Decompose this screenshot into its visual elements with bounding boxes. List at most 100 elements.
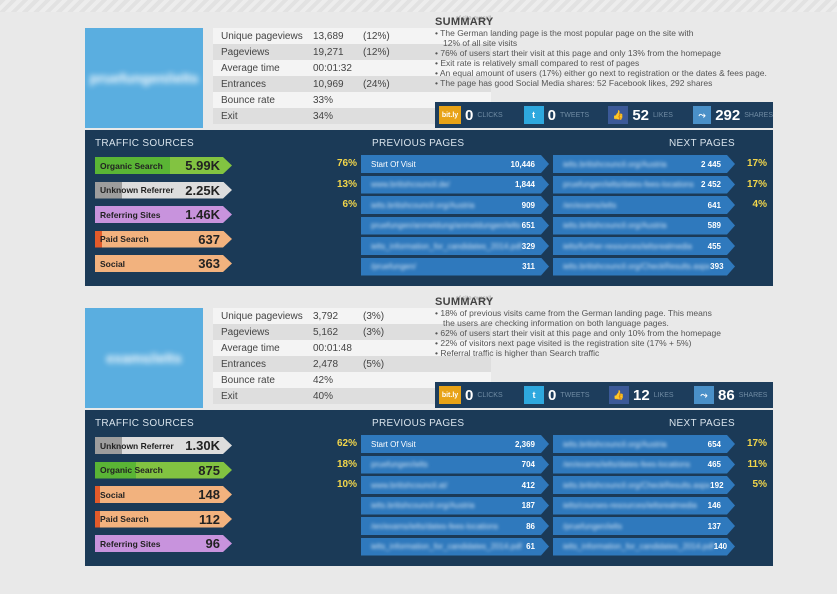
next-page-bar[interactable]: /en/exams/ielts 641 (553, 196, 735, 214)
previous-page-percent: 18% (336, 458, 357, 470)
previous-page-count: 909 (521, 200, 535, 210)
next-page-bar[interactable]: pruefungen/ielts/dates-fees-locations 2 4… (553, 175, 735, 194)
traffic-source-item[interactable]: Paid Search 637 (95, 230, 232, 248)
traffic-source-fill (95, 157, 171, 174)
next-page-bar[interactable]: /en/exams/ielts/dates-fees-locations 465 (553, 455, 735, 474)
social-stat[interactable]: 👍 12 LIKES (609, 386, 688, 404)
previous-page-bar[interactable]: pruefungen/anmeldung/anmeldungen/ielts 65… (361, 216, 549, 235)
stat-value: 5,162 (313, 326, 339, 338)
summary-line: • Exit rate is relatively small compared… (435, 58, 640, 68)
traffic-source-item[interactable]: Social 148 (95, 486, 232, 503)
previous-page-count: 704 (521, 460, 535, 469)
social-stat[interactable]: ⤳ 86 SHARES (694, 386, 773, 404)
next-page-url: pruefungen/ielts/dates-fees-locations (563, 180, 694, 189)
previous-page-bar[interactable]: www.britishcouncil.at/412 (361, 476, 549, 494)
traffic-source-label: Referring Sites (100, 538, 161, 549)
bitly-icon: bit.ly (439, 386, 461, 404)
next-page-bar[interactable]: ielts.britishcouncil.org/CheckResults.as… (553, 476, 735, 494)
social-count: 86 (718, 386, 735, 404)
previous-page-count: 311 (522, 262, 535, 271)
traffic-source-item[interactable]: Referring Sites 1.46K (95, 206, 232, 223)
thumbs-up-icon: 👍 (609, 386, 629, 404)
summary-line: • The page has good Social Media shares:… (435, 78, 713, 88)
next-page-url: ielts.britishcouncil.org/CheckResults.as… (563, 480, 711, 490)
next-page-bar[interactable]: ielts.britishcouncil.org/Austria 2 445 (553, 155, 735, 173)
social-label: SHARES (738, 391, 768, 399)
previous-page-bar[interactable]: www.britishcouncil.de/1,844 (361, 175, 549, 194)
traffic-source-label: Unknown Referrer (100, 440, 174, 451)
social-stat[interactable]: ⤳ 292 SHARES (693, 106, 773, 124)
previous-page-percent: 62% (336, 438, 357, 449)
next-page-bar[interactable]: ielts_information_for_candidates_2014.pd… (553, 537, 735, 556)
stats-table: of site overall Unique pageviews 13,689 (12… (213, 16, 491, 124)
traffic-source-item[interactable]: Referring Sites 96 (95, 535, 232, 552)
social-stat[interactable]: 👍 52 LIKES (608, 106, 687, 124)
previous-page-percent: 10% (336, 479, 357, 490)
stat-value: 33% (313, 94, 334, 106)
previous-page-percent: 6% (342, 199, 357, 210)
traffic-source-item[interactable]: Unknown Referrer 2.25K (95, 181, 232, 199)
previous-page-bar[interactable]: ielts.britishcouncil.org/Austria 187 (361, 496, 549, 515)
next-page-percent: 4% (752, 199, 767, 210)
traffic-source-fill (95, 486, 101, 503)
previous-page-url: ielts.britishcouncil.org/Austria (371, 501, 475, 510)
next-page-bar[interactable]: ielts.britishcouncil.org/Austria 654 (553, 435, 735, 453)
traffic-source-item[interactable]: Organic Search 875 (95, 461, 232, 479)
page-thumbnail[interactable]: exams/ielts (85, 308, 203, 408)
previous-page-bar[interactable]: ielts_information_for_candidates_2014.pd… (361, 537, 549, 556)
social-stat[interactable]: bit.ly 0 CLICKS (439, 106, 518, 124)
traffic-source-value: 96 (205, 536, 220, 551)
traffic-source-label: Social (100, 258, 126, 269)
traffic-source-fill (95, 437, 123, 454)
social-label: CLICKS (477, 391, 503, 399)
social-stat[interactable]: t 0 TWEETS (523, 106, 603, 124)
traffic-source-label: Social (100, 489, 126, 500)
next-page-bar[interactable]: ielts/courses-resources/ieltsrealmedia 14… (553, 496, 735, 515)
page-url-label: exams/ielts (106, 350, 182, 366)
stat-label: Bounce rate (221, 374, 275, 386)
social-stat[interactable]: bit.ly 0 CLICKS (439, 386, 518, 404)
share-icon: ⤳ (693, 106, 712, 124)
top-stripe-pattern (0, 0, 837, 12)
next-page-bar[interactable]: ielts/further-resources/ieltsrealmedia 45… (553, 237, 735, 255)
stat-percent: (12%) (363, 46, 390, 58)
next-page-count: 589 (707, 221, 721, 230)
stat-label: Exit (221, 110, 238, 122)
previous-pages-title: PREVIOUS PAGES (372, 418, 465, 429)
stat-value: 00:01:48 (313, 342, 352, 354)
next-page-url: ielts.britishcouncil.org/Austria (563, 221, 667, 230)
previous-page-bar[interactable]: Start Of Visit 10,446 (361, 155, 549, 173)
traffic-source-item[interactable]: Social 363 (95, 255, 232, 272)
traffic-source-value: 1.30K (185, 438, 220, 453)
traffic-source-fill (95, 230, 102, 248)
traffic-source-item[interactable]: Paid Search 112 (95, 510, 232, 528)
next-page-percent: 11% (747, 458, 767, 470)
stats-row: Bounce rate 42% (213, 372, 491, 388)
next-page-url: ielts.britishcouncil.org/Austria (563, 159, 667, 169)
stats-row: Pageviews 5,162 (3%) (213, 324, 491, 340)
page-thumbnail[interactable]: pruefungen/ielts (85, 28, 203, 128)
traffic-sources-title: TRAFFIC SOURCES (95, 418, 194, 429)
traffic-source-item[interactable]: Organic Search 5.99K (95, 157, 232, 174)
next-page-bar[interactable]: /pruefungen/ielts 137 (553, 517, 735, 535)
stat-value: 19,271 (313, 46, 344, 58)
social-count: 0 (465, 386, 474, 404)
traffic-source-item[interactable]: Unknown Referrer 1.30K (95, 437, 232, 454)
previous-page-bar[interactable]: /pruefungen/311 (361, 257, 549, 276)
next-page-bar[interactable]: ielts.britishcouncil.org/Austria 589 (553, 216, 735, 235)
next-page-bar[interactable]: ielts.britishcouncil.org/CheckResults.as… (553, 257, 735, 276)
next-page-count: 192 (710, 480, 724, 490)
stat-value: 3,792 (313, 310, 339, 322)
previous-page-bar[interactable]: ielts_information_for_candidates_2014.pd… (361, 237, 549, 255)
social-label: CLICKS (477, 111, 503, 119)
summary-line: the users are checking information on bo… (443, 318, 669, 328)
previous-page-bar[interactable]: ielts.britishcouncil.org/Austria 909 (361, 196, 549, 214)
previous-page-bar[interactable]: /en/exams/ielts/dates-fees-locations 86 (361, 517, 549, 535)
next-page-percent: 17% (746, 158, 767, 169)
page-report: pruefungen/ielts of site overall Unique pa… (85, 16, 773, 286)
social-stat[interactable]: t 0 TWEETS (524, 386, 603, 404)
previous-page-bar[interactable]: Start Of Visit 2,369 (361, 435, 549, 453)
previous-page-url: ielts.britishcouncil.org/Austria (371, 200, 475, 210)
previous-page-bar[interactable]: pruefungen/ielts 704 (361, 455, 549, 474)
previous-page-percent: 76% (336, 158, 357, 169)
